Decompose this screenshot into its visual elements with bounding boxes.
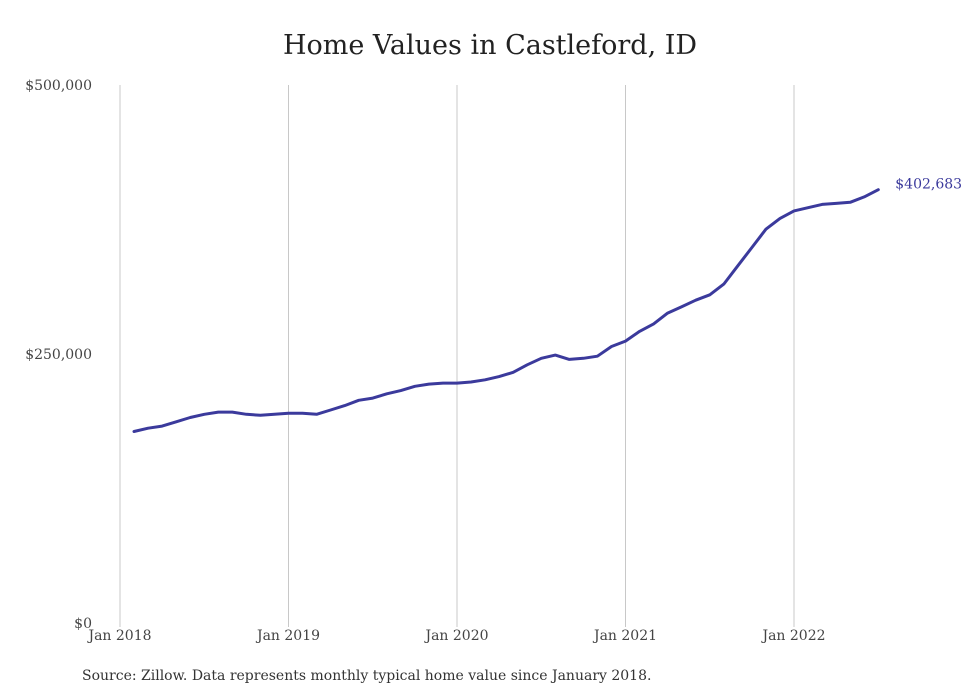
chart-title: Home Values in Castleford, ID <box>282 30 698 61</box>
chart-source-note: Source: Zillow. Data represents monthly … <box>82 668 652 684</box>
y-axis-labels: $0 $250,000 $500,000 <box>25 78 92 632</box>
end-value-label: $402,683 <box>895 177 962 193</box>
end-label-layer: $402,683 <box>895 177 962 193</box>
x-tick-label: Jan 2019 <box>255 628 320 644</box>
series-line-0 <box>132 188 880 433</box>
y-tick-label: $0 <box>74 616 92 632</box>
x-tick-label: Jan 2018 <box>86 628 151 644</box>
x-tick-label: Jan 2021 <box>592 628 657 644</box>
x-tick-label: Jan 2022 <box>760 628 825 644</box>
y-tick-label: $500,000 <box>25 78 92 94</box>
y-tick-label: $250,000 <box>25 347 92 363</box>
x-axis-labels: Jan 2018 Jan 2019 Jan 2020 Jan 2021 Jan 2022 <box>86 628 825 644</box>
series-layer <box>132 188 880 433</box>
grid-lines <box>119 85 795 627</box>
x-tick-label: Jan 2020 <box>423 628 488 644</box>
